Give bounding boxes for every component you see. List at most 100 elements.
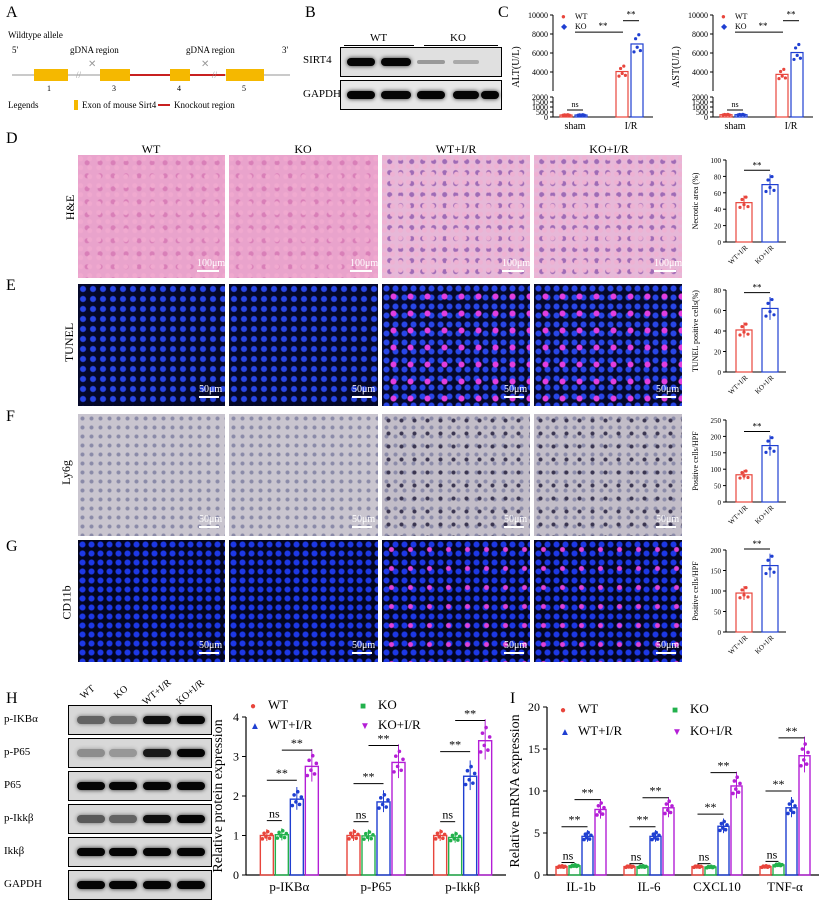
data-point [371, 833, 375, 837]
data-point [768, 567, 772, 571]
bar [581, 835, 594, 876]
sig-label: ** [627, 10, 637, 20]
bar [477, 740, 493, 876]
data-point [764, 189, 768, 194]
y-tick-label: 250 [711, 417, 722, 425]
blot-row-label: P65 [4, 779, 22, 791]
data-point [448, 838, 453, 843]
data-point [670, 804, 674, 808]
protein-band [77, 881, 105, 889]
data-point [484, 725, 488, 730]
three-prime-label: 3' [282, 45, 289, 55]
data-point [582, 837, 586, 842]
row-label-tunel: TUNEL [62, 322, 77, 363]
legend-marker: ● [561, 12, 566, 21]
y-tick-label: 200 [711, 547, 722, 555]
data-point [663, 811, 667, 816]
sig-label: ** [786, 724, 798, 738]
legend-marker: ▼ [672, 727, 682, 738]
data-point [668, 810, 673, 815]
exon-number: 1 [47, 84, 51, 93]
y-tick-label: 1500 [692, 98, 708, 107]
data-point [772, 188, 776, 192]
data-point [563, 864, 567, 869]
data-point [465, 768, 470, 773]
sig-label: ** [753, 540, 763, 549]
cd11b-micrograph-ko: 50μm [229, 540, 378, 662]
cd11b-micrograph-ko-ir: 50μm [534, 540, 682, 662]
blot-strip [68, 771, 212, 801]
data-point [637, 33, 641, 37]
tunel-micrograph-wt-ir: 50μm [382, 284, 530, 406]
lane-label: KO+I/R [174, 677, 207, 708]
tunel-positive-chart: 0 20 40 60 80 TUNEL positive cells(%) WT+I/R KO… [691, 283, 786, 396]
data-point [770, 297, 774, 302]
protein-band [109, 881, 137, 889]
data-point [307, 758, 311, 763]
sig-label: ns [699, 850, 710, 864]
data-point [292, 793, 296, 797]
y-tick-label: 0 [718, 369, 722, 377]
data-point [347, 837, 351, 841]
necrotic-area-chart: 0 20 40 60 80 100 Necrotic area (%) WT+I/R KO+I/… [691, 157, 786, 266]
data-point [619, 66, 623, 71]
sig-label: ** [753, 160, 763, 170]
sig-label: ** [291, 736, 303, 750]
protein-band [77, 815, 105, 823]
x-tick-label: sham [724, 121, 745, 132]
column-title: KO [294, 142, 312, 156]
data-point [576, 863, 580, 868]
y-tick-label: 6000 [692, 49, 708, 58]
data-point [666, 808, 670, 812]
lane-label: WT [78, 683, 98, 702]
data-point [294, 800, 298, 804]
blot-h-lane-header: WT KO WT+I/R KO+I/R [70, 677, 210, 707]
data-point [282, 835, 287, 840]
data-point [731, 791, 735, 796]
data-point [439, 829, 443, 834]
data-point [779, 69, 783, 74]
data-point [744, 322, 748, 326]
data-point [742, 113, 746, 117]
bar [798, 755, 811, 876]
y-tick-label: 20 [714, 223, 722, 231]
gdna-region-label: gDNA region [70, 45, 119, 55]
y-tick-label: 100 [711, 466, 722, 474]
data-point [469, 764, 473, 769]
y-tick-label: 0 [233, 868, 239, 882]
data-point [740, 588, 744, 592]
y-tick-label: 3 [233, 750, 239, 764]
x-tick-label: KO+I/R [753, 244, 775, 266]
data-point [457, 834, 462, 839]
sig-label: ns [442, 808, 453, 822]
data-point [768, 185, 772, 190]
legend-marker: ▼ [360, 721, 370, 732]
exon-box [226, 69, 264, 81]
legend-marker: ◆ [721, 22, 728, 31]
y-tick-label: 0 [718, 239, 722, 247]
data-point [350, 835, 355, 839]
data-point [770, 436, 774, 440]
data-point [279, 834, 283, 838]
protein-band [177, 848, 205, 856]
y-axis-label: Positive cells/HPF [691, 561, 700, 621]
y-tick-label: 2000 [692, 93, 708, 102]
data-point [585, 835, 589, 840]
data-point [277, 830, 281, 835]
data-point [712, 864, 716, 869]
data-point [655, 837, 660, 841]
x-tick-label: p-P65 [360, 879, 391, 894]
data-point [267, 836, 272, 841]
sig-label: ** [569, 813, 581, 827]
data-point [367, 830, 372, 834]
legend-label: KO [575, 22, 587, 31]
lane-label: KO [112, 683, 131, 702]
blot-row-label: p-P65 [4, 746, 31, 758]
sig-label: ** [705, 800, 717, 814]
data-point [309, 768, 313, 772]
protein-band [143, 782, 171, 790]
data-point [620, 71, 624, 76]
y-tick-label: 40 [714, 328, 722, 336]
data-point [782, 67, 786, 71]
data-point [764, 571, 768, 576]
